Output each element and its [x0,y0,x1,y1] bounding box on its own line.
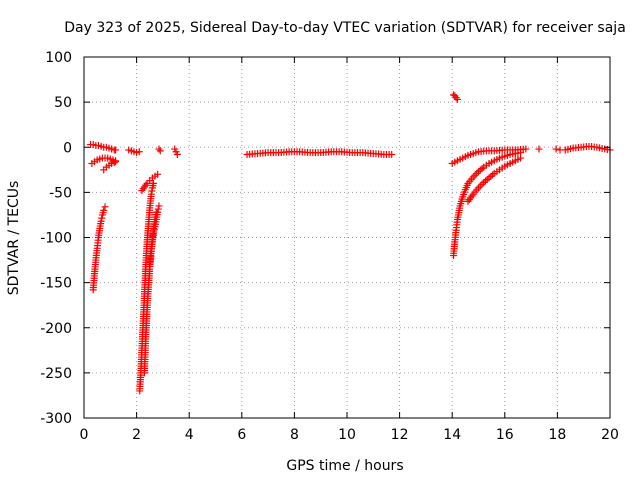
data-point [535,145,543,153]
data-point [135,148,143,156]
y-tick-label: -150 [40,276,72,292]
data-point [473,169,481,177]
data-point [155,145,163,153]
y-tick-label: -200 [40,321,72,337]
x-tick-label: 8 [290,427,299,443]
x-tick-label: 20 [601,427,619,443]
data-point [522,145,530,153]
data-point [112,146,120,154]
data-point [150,229,158,237]
data-point [155,202,163,210]
data-point [517,154,525,162]
series-arc-9 [146,202,163,269]
data-point [98,214,106,222]
data-point [471,171,479,179]
x-tick-label: 6 [237,427,246,443]
y-tick-label: 100 [45,50,72,66]
data-point [453,95,461,103]
x-tick-labels: 0 2 4 6 8 10 12 14 16 18 20 [80,427,619,443]
series-arc-14 [450,149,525,260]
series-arc-11 [171,145,181,158]
data-point [101,203,109,211]
y-tick-label: 50 [54,95,72,111]
series-arc-8 [140,208,160,377]
x-tick-label: 4 [185,427,194,443]
chart-title: Day 323 of 2025, Sidereal Day-to-day VTE… [64,20,626,36]
series-arc-15 [448,145,530,167]
series-arc-19 [561,142,614,154]
series-arc-16 [464,154,525,205]
x-tick-label: 14 [443,427,461,443]
x-axis-label: GPS time / hours [286,458,403,474]
series-arc-17 [535,145,543,153]
x-tick-label: 18 [548,427,566,443]
x-tick-label: 0 [80,427,89,443]
y-tick-labels: 100 50 0 -50 -100 -150 -200 -250 -300 [40,50,72,427]
grid-lines [84,57,610,418]
data-point [156,147,164,155]
x-tick-label: 2 [132,427,141,443]
data-point [154,205,162,213]
y-tick-label: -100 [40,231,72,247]
data-point [110,159,118,167]
series-arc-7 [138,170,162,195]
y-axis-label: SDTVAR / TECUs [6,181,22,296]
series-arc-10 [155,145,164,155]
data-point [150,226,158,234]
series-arc-1 [87,141,120,154]
x-tick-label: 10 [338,427,356,443]
x-tick-label: 16 [496,427,514,443]
data-point [552,145,560,153]
data-points [87,91,614,395]
data-point [154,170,162,178]
y-tick-label: -250 [40,366,72,382]
series-arc-5 [125,146,143,157]
series-arc-3 [100,158,120,174]
series-arc-13 [450,91,461,103]
axis-ticks [83,56,611,419]
series-arc-4 [89,203,109,294]
y-tick-label: -300 [40,411,72,427]
data-point [100,206,108,214]
data-point [154,208,162,216]
data-point [97,217,105,225]
series-arc-12 [243,148,396,158]
data-point [388,150,396,158]
data-point [478,180,486,188]
x-tick-label: 12 [391,427,409,443]
data-point [173,150,181,158]
data-point [112,158,120,166]
data-point [149,179,157,187]
data-point [476,182,484,190]
y-tick-label: -50 [49,185,72,201]
y-tick-label: 0 [63,140,72,156]
